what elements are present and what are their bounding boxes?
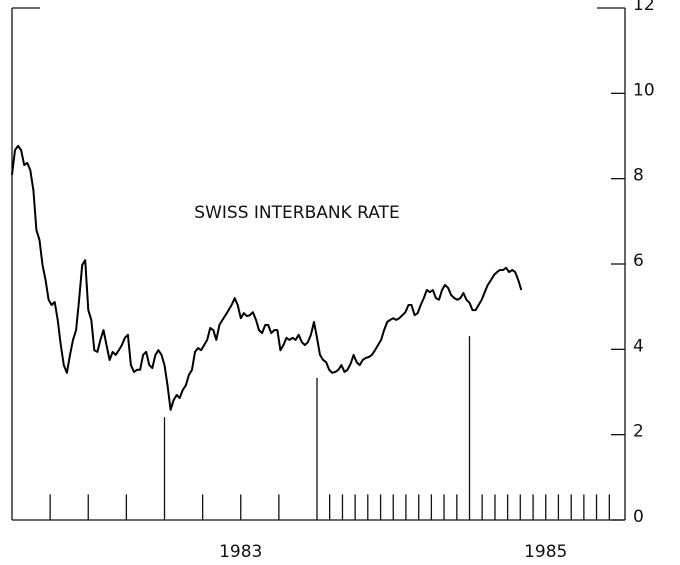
y-tick-label: 0 xyxy=(633,507,644,527)
annotation: SWISS INTERBANK RATE xyxy=(194,203,399,223)
x-tick-label: 1983 xyxy=(219,542,262,562)
y-tick-label: 4 xyxy=(633,336,644,356)
rate-line xyxy=(11,144,523,411)
x-tick-label: 1985 xyxy=(524,542,567,562)
y-tick-label: 10 xyxy=(633,80,655,100)
y-tick-label: 6 xyxy=(633,251,644,271)
y-tick-label: 8 xyxy=(633,166,644,186)
y-tick-label: 2 xyxy=(633,422,644,442)
y-tick-label: 12 xyxy=(633,0,655,15)
